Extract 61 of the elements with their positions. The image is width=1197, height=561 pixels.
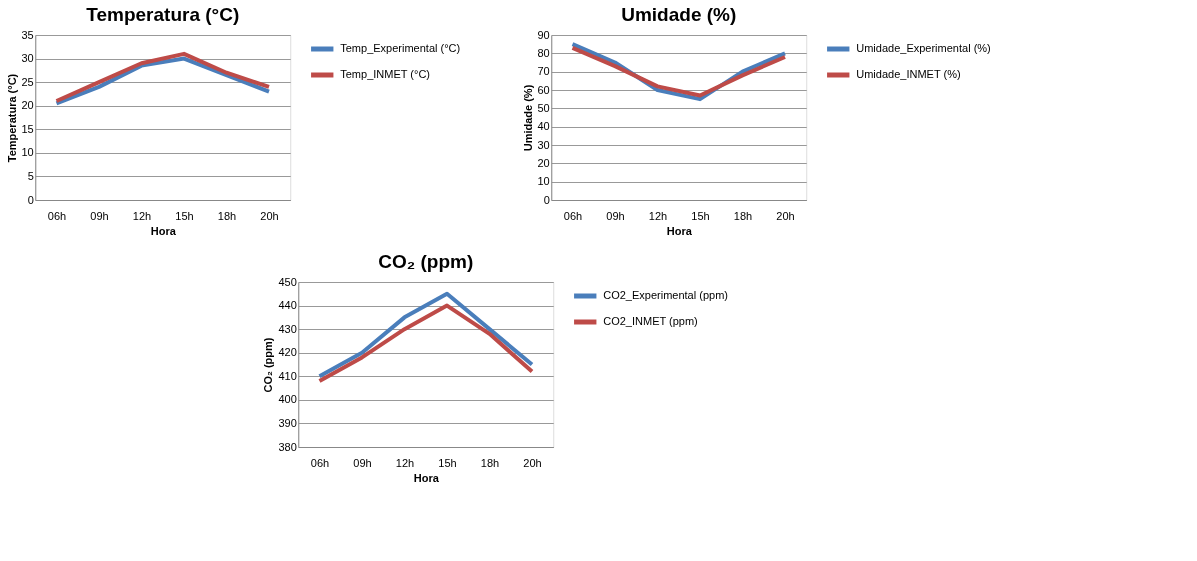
- y-tick-label: 70: [537, 65, 550, 78]
- y-tick-label: 20: [537, 156, 550, 169]
- legend-label: Temp_INMET (°C): [340, 68, 431, 80]
- y-tick-label: 10: [537, 175, 550, 188]
- x-tick-label: 15h: [438, 456, 457, 469]
- y-tick-label: 40: [537, 120, 550, 133]
- y-tick-label: 410: [278, 369, 297, 382]
- x-tick-label: 09h: [90, 209, 109, 222]
- x-tick-label: 20h: [523, 456, 542, 469]
- y-axis-title: Umidade (%): [521, 84, 534, 152]
- y-tick-label: 50: [537, 101, 550, 114]
- y-tick-label: 60: [537, 83, 550, 96]
- x-tick-label: 09h: [353, 456, 372, 469]
- y-tick-label: 35: [21, 28, 34, 41]
- y-tick-label: 15: [21, 122, 34, 135]
- legend-label: Temp_Experimental (°C): [340, 42, 461, 54]
- y-tick-label: 400: [278, 393, 297, 406]
- x-axis-title: Hora: [150, 224, 177, 237]
- x-tick-label: 09h: [606, 209, 625, 222]
- x-tick-label: 06h: [310, 456, 330, 469]
- y-tick-label: 420: [278, 346, 297, 359]
- chart-title: Umidade (%): [621, 4, 737, 25]
- y-tick-label: 450: [278, 275, 297, 288]
- y-tick-label: 380: [278, 440, 297, 453]
- y-tick-label: 30: [537, 138, 550, 151]
- x-tick-label: 18h: [480, 456, 500, 469]
- y-tick-label: 0: [27, 193, 34, 206]
- y-axis-title: Temperatura (°C): [5, 73, 18, 163]
- y-tick-label: 20: [21, 99, 34, 112]
- x-tick-label: 12h: [395, 456, 415, 469]
- x-tick-label: 15h: [691, 209, 710, 222]
- y-tick-label: 80: [537, 46, 550, 59]
- legend-label: CO2_Experimental (ppm): [603, 289, 728, 301]
- legend-label: Umidade_INMET (%): [856, 68, 961, 80]
- y-tick-label: 390: [278, 416, 297, 429]
- legend-label: CO2_INMET (ppm): [603, 315, 698, 327]
- x-tick-label: 20h: [776, 209, 795, 222]
- y-tick-label: 0: [543, 193, 550, 206]
- line-series: [317, 291, 534, 379]
- y-tick-label: 10: [21, 146, 34, 159]
- x-tick-label: 20h: [260, 209, 279, 222]
- chart-title: Temperatura (°C): [86, 4, 240, 25]
- x-axis-title: Hora: [413, 471, 440, 484]
- x-tick-label: 06h: [563, 209, 583, 222]
- y-tick-label: 430: [278, 322, 297, 335]
- legend-label: Umidade_Experimental (%): [856, 42, 991, 54]
- x-axis-title: Hora: [666, 224, 693, 237]
- chart-title: CO₂ (ppm): [378, 251, 474, 272]
- x-tick-label: 12h: [132, 209, 152, 222]
- y-tick-label: 5: [27, 169, 34, 182]
- x-tick-label: 15h: [175, 209, 194, 222]
- x-tick-label: 18h: [217, 209, 237, 222]
- x-tick-label: 18h: [733, 209, 753, 222]
- line-series: [317, 303, 534, 383]
- y-tick-label: 25: [21, 75, 34, 88]
- x-tick-label: 12h: [648, 209, 668, 222]
- y-tick-label: 440: [278, 299, 297, 312]
- y-axis-title: CO₂ (ppm): [262, 337, 275, 393]
- y-tick-label: 90: [537, 28, 550, 41]
- y-tick-label: 30: [21, 52, 34, 65]
- x-tick-label: 06h: [47, 209, 67, 222]
